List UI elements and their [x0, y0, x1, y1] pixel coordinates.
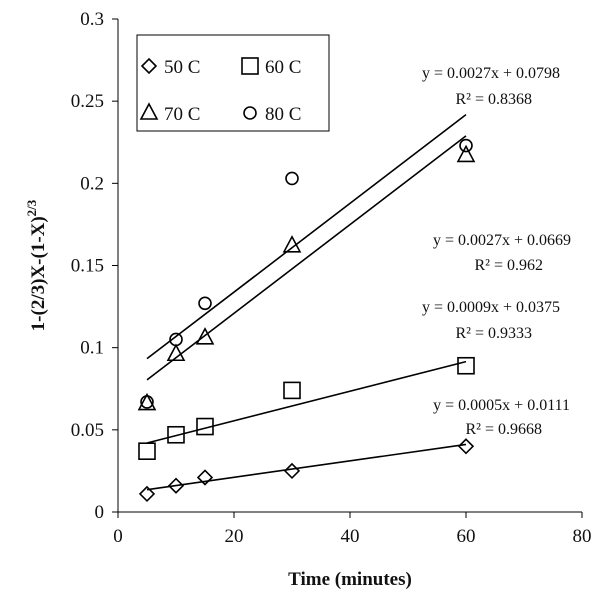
x-tick-label: 20 [225, 526, 244, 547]
x-tick-label: 80 [573, 526, 592, 547]
legend-label: 50 C [164, 57, 200, 78]
data-point-circle [459, 138, 473, 153]
legend-box [136, 34, 330, 132]
y-tick-label: 0.1 [80, 338, 104, 359]
marker-group [137, 138, 476, 503]
data-point-triangle [137, 392, 157, 411]
data-point-circle [140, 395, 154, 409]
y-tick-label: 0 [95, 502, 105, 523]
trendline-r-squared: R² = 0.9668 [466, 421, 543, 438]
legend-marker-triangle [139, 102, 159, 120]
trendline-equation: y = 0.0027x + 0.0669 [433, 232, 571, 249]
trendline-diamond [146, 443, 467, 491]
data-point-diamond [283, 462, 301, 480]
y-tick-label: 0.3 [80, 9, 104, 30]
trendline-equation: y = 0.0027x + 0.0798 [422, 65, 560, 82]
data-point-circle [169, 332, 183, 347]
data-point-circle [198, 296, 212, 311]
data-point-square [167, 425, 185, 444]
data-point-square [457, 356, 475, 375]
data-point-diamond [167, 477, 185, 494]
y-tick-label: 0.15 [71, 256, 104, 277]
equation-labels: y = 0.0005x + 0.0111 R² = 0.9668 y = 0.000… [422, 65, 571, 438]
y-axis-title: 1-(2/3)X-(1-X)2/3 [24, 199, 49, 331]
data-point-circle [285, 171, 299, 186]
tick-group: 0 20 40 60 80 0 0.05 0.1 0.15 0.2 0.25 0.3 [71, 9, 592, 547]
legend-marker-square [241, 57, 259, 75]
legend-marker-diamond [140, 57, 158, 75]
data-point-diamond [196, 469, 214, 486]
legend-label: 60 C [265, 57, 301, 78]
legend-label: 70 C [164, 104, 200, 125]
legend: 50 C 60 C 70 C 80 C [136, 34, 330, 132]
data-point-triangle [166, 343, 186, 362]
legend-marker-circle [243, 106, 257, 120]
x-tick-label: 0 [113, 526, 123, 547]
data-point-triangle [195, 327, 215, 345]
data-point-diamond [457, 438, 475, 455]
trendline-equation: y = 0.0009x + 0.0375 [422, 299, 560, 316]
y-tick-label: 0.25 [71, 91, 104, 112]
trendline-r-squared: R² = 0.9333 [456, 325, 533, 342]
y-tick-label: 0.2 [80, 173, 104, 194]
trendline-group [146, 114, 467, 491]
trendline-r-squared: R² = 0.962 [475, 257, 544, 274]
x-axis-title: Time (minutes) [288, 569, 412, 590]
data-point-square [196, 417, 214, 436]
data-point-diamond [138, 485, 156, 503]
x-tick-label: 40 [341, 526, 360, 547]
trendline-equation: y = 0.0005x + 0.0111 [433, 397, 570, 414]
y-axis-title-main: 1-(2/3)X-(1-X) [28, 216, 49, 331]
x-tick-label: 60 [457, 526, 476, 547]
data-point-square [283, 381, 301, 400]
data-point-triangle [282, 235, 302, 253]
trendline-circle [146, 114, 467, 360]
legend-label: 80 C [265, 104, 301, 125]
data-point-triangle [456, 144, 476, 163]
trendline-triangle [146, 135, 467, 381]
data-point-square [138, 442, 156, 460]
trendline-r-squared: R² = 0.8368 [456, 91, 533, 108]
trendline-square [146, 360, 467, 444]
y-tick-label: 0.05 [71, 420, 104, 441]
y-axis-title-superscript: 2/3 [24, 199, 39, 216]
